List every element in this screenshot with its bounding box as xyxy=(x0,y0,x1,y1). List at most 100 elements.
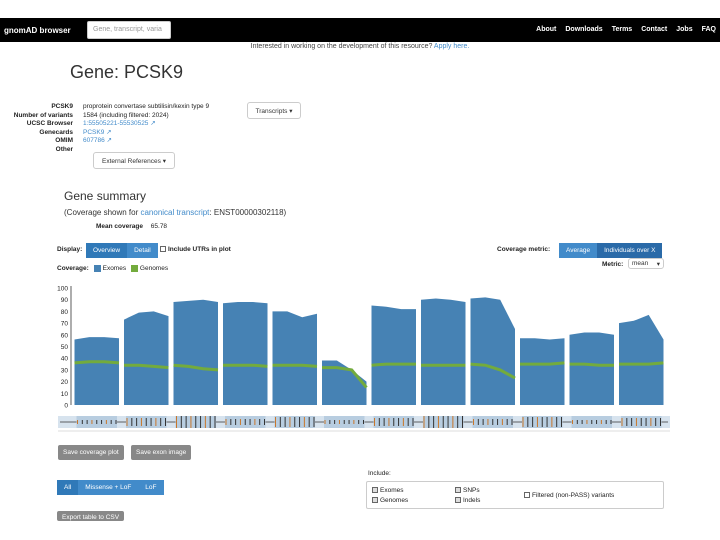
nav-link-contact[interactable]: Contact xyxy=(641,26,668,33)
exome-coverage-area xyxy=(569,332,614,405)
exome-coverage-area xyxy=(223,302,268,405)
include-utrs-checkbox[interactable] xyxy=(160,246,166,253)
check-exomes-box[interactable] xyxy=(372,487,378,494)
genome-coverage-line xyxy=(74,360,120,365)
y-tick-label: 50 xyxy=(61,344,69,351)
include-utrs-option[interactable]: Include UTRs in plot xyxy=(160,246,231,253)
filter-lof-button[interactable]: LoF xyxy=(138,480,164,495)
y-tick-label: 100 xyxy=(57,286,68,293)
nav-link-about[interactable]: About xyxy=(536,26,557,33)
genecards-link[interactable]: PCSK9 ↗ xyxy=(83,128,112,136)
filter-missense-lof-button[interactable]: Missense + LoF xyxy=(78,480,139,495)
y-tick-label: 30 xyxy=(61,367,69,374)
nav-link-faq[interactable]: FAQ xyxy=(701,26,716,33)
check-genomes[interactable]: Genomes xyxy=(372,497,408,504)
genome-coverage-line xyxy=(520,361,565,366)
check-snps[interactable]: SNPs xyxy=(455,487,480,494)
exome-coverage-area xyxy=(173,299,218,405)
exome-coverage-area xyxy=(272,311,317,405)
nav-link-downloads[interactable]: Downloads xyxy=(565,26,603,33)
genome-coverage-line xyxy=(569,362,614,367)
check-genomes-label: Genomes xyxy=(380,497,409,504)
genome-coverage-line xyxy=(371,362,416,367)
genomes-swatch xyxy=(130,265,138,272)
nav-links: About Downloads Terms Contact Jobs FAQ xyxy=(536,26,716,33)
check-snps-label: SNPs xyxy=(463,487,480,494)
genome-coverage-line xyxy=(272,363,318,368)
genome-coverage-line xyxy=(322,366,368,389)
display-detail-button[interactable]: Detail xyxy=(127,243,158,258)
genome-coverage-line xyxy=(223,363,268,368)
nav-link-terms[interactable]: Terms xyxy=(611,26,633,33)
display-overview-button[interactable]: Overview xyxy=(86,243,128,258)
other-key: Other xyxy=(55,145,73,153)
check-indels-box[interactable] xyxy=(455,497,461,504)
banner-text: Interested in working on the development… xyxy=(250,43,434,50)
genome-coverage-line xyxy=(619,361,664,366)
export-csv-button[interactable]: Export table to CSV xyxy=(57,511,125,521)
coverage-note-suffix: : ENST00000302118) xyxy=(209,208,287,217)
metric-select-value: mean xyxy=(632,260,649,267)
genome-coverage-line xyxy=(173,363,219,372)
display-label: Display: xyxy=(57,246,83,253)
check-exomes[interactable]: Exomes xyxy=(372,487,403,494)
external-references-dropdown[interactable]: External References ▾ xyxy=(93,152,175,169)
genome-coverage-line xyxy=(124,363,169,370)
ucsc-key: UCSC Browser xyxy=(26,120,73,127)
gene-name: proprotein convertase subtilisin/kexin t… xyxy=(83,103,210,110)
y-tick-label: 0 xyxy=(64,403,68,410)
exomes-swatch xyxy=(93,265,101,272)
exome-coverage-area xyxy=(619,314,664,405)
check-snps-box[interactable] xyxy=(455,487,461,494)
filter-all-button[interactable]: All xyxy=(57,480,79,495)
check-filtered-box[interactable] xyxy=(524,492,530,499)
canonical-transcript-link[interactable]: canonical transcript xyxy=(140,208,210,217)
metric-average-button[interactable]: Average xyxy=(559,243,598,258)
metric-individuals-button[interactable]: Individuals over X xyxy=(597,243,663,258)
metric-select[interactable]: mean ▾ xyxy=(628,258,664,269)
mean-coverage-value: 65.78 xyxy=(150,223,168,230)
omim-key: OMIM xyxy=(55,137,73,144)
brand-logo[interactable]: gnomAD browser xyxy=(4,26,71,35)
search-input[interactable]: Gene, transcript, varia xyxy=(87,21,171,39)
include-label: Include: xyxy=(368,470,391,477)
legend-genomes: Genomes xyxy=(139,265,169,273)
chevron-down-icon: ▾ xyxy=(656,260,660,268)
coverage-label: Coverage: xyxy=(57,265,89,273)
coverage-legend: Coverage: Exomes Genomes xyxy=(57,265,168,272)
coverage-note: (Coverage shown for canonical transcript… xyxy=(64,208,286,217)
jobs-banner: Interested in working on the development… xyxy=(0,43,720,50)
y-tick-label: 70 xyxy=(61,321,69,328)
coverage-metric-label: Coverage metric: xyxy=(497,246,551,253)
y-tick-label: 80 xyxy=(61,309,69,316)
exome-coverage-area xyxy=(421,298,466,405)
y-tick-label: 90 xyxy=(61,297,69,304)
y-tick-label: 40 xyxy=(61,356,69,363)
genome-coverage-line xyxy=(470,362,516,380)
save-exon-image-button[interactable]: Save exon image xyxy=(131,445,192,460)
check-genomes-box[interactable] xyxy=(372,497,378,504)
transcripts-dropdown[interactable]: Transcripts ▾ xyxy=(247,102,301,119)
y-tick-label: 10 xyxy=(61,391,69,398)
variant-count: 1584 (including filtered: 2024) xyxy=(83,111,169,119)
ucsc-link[interactable]: 1:55505221-55530525 ↗ xyxy=(83,120,156,127)
coverage-note-prefix: (Coverage shown for xyxy=(64,208,141,217)
y-tick-label: 20 xyxy=(61,379,69,386)
coverage-chart: 0 10 20 30 40 50 60 70 80 90 100 xyxy=(57,286,670,432)
consequence-filter: All Missense + LoF LoF xyxy=(57,480,164,495)
exome-coverage-area xyxy=(371,305,416,405)
check-indels[interactable]: Indels xyxy=(455,497,480,504)
omim-link[interactable]: 607786 ↗ xyxy=(83,137,112,144)
page-title: Gene: PCSK9 xyxy=(70,62,184,82)
apply-link[interactable]: Apply here. xyxy=(433,43,470,50)
exome-coverage-area xyxy=(74,337,119,405)
gene-summary-heading: Gene summary xyxy=(64,189,147,203)
check-exomes-label: Exomes xyxy=(380,487,404,494)
check-filtered[interactable]: Filtered (non-PASS) variants xyxy=(524,492,614,499)
nav-link-jobs[interactable]: Jobs xyxy=(676,26,693,33)
exome-coverage-area xyxy=(520,338,565,405)
exome-coverage-area xyxy=(322,360,367,405)
save-coverage-plot-button[interactable]: Save coverage plot xyxy=(58,445,124,460)
y-tick-label: 60 xyxy=(61,332,69,339)
check-filtered-label: Filtered (non-PASS) variants xyxy=(532,492,615,499)
